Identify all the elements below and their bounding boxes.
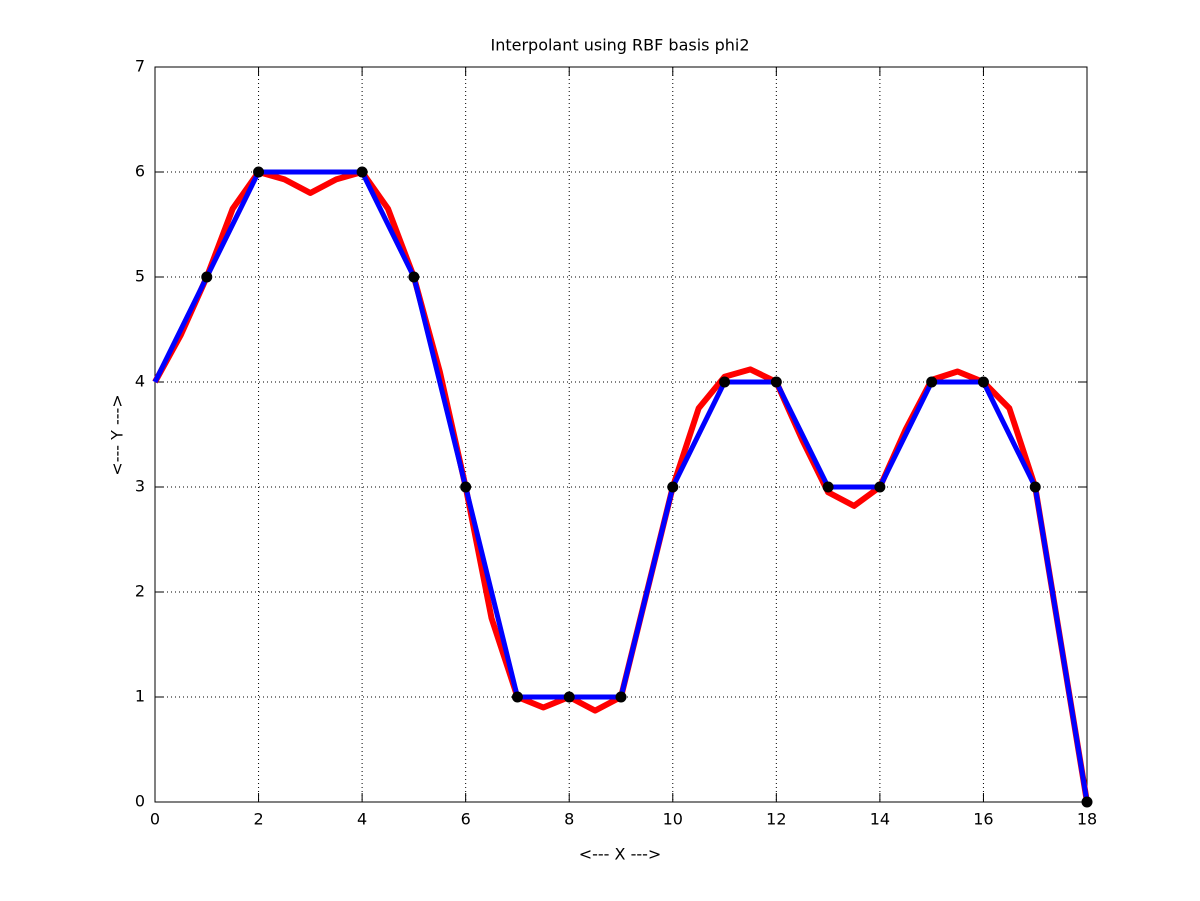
y-tick-label: 4 <box>135 372 145 391</box>
data-point <box>977 376 989 388</box>
x-tick-label: 14 <box>870 810 890 829</box>
data-point <box>1029 481 1041 493</box>
chart-title: Interpolant using RBF basis phi2 <box>490 36 749 55</box>
data-point <box>408 271 420 283</box>
x-axis-label: <--- X ---> <box>579 845 662 864</box>
data-point <box>926 376 938 388</box>
data-point <box>460 481 472 493</box>
x-tick-label: 8 <box>564 810 574 829</box>
data-point <box>770 376 782 388</box>
data-point <box>563 691 575 703</box>
x-tick-label: 16 <box>973 810 993 829</box>
data-point <box>667 481 679 493</box>
x-tick-label: 0 <box>150 810 160 829</box>
y-tick-label: 6 <box>135 162 145 181</box>
data-point <box>1081 796 1093 808</box>
y-tick-label: 0 <box>135 792 145 811</box>
x-tick-label: 2 <box>253 810 263 829</box>
data-point <box>253 166 265 178</box>
data-point <box>356 166 368 178</box>
data-point <box>822 481 834 493</box>
x-tick-label: 12 <box>766 810 786 829</box>
data-point <box>615 691 627 703</box>
y-tick-label: 1 <box>135 687 145 706</box>
plot-frame <box>154 66 1088 803</box>
y-tick-label: 2 <box>135 582 145 601</box>
data-point <box>874 481 886 493</box>
x-tick-label: 6 <box>461 810 471 829</box>
y-tick-label: 5 <box>135 267 145 286</box>
y-tick-label: 3 <box>135 477 145 496</box>
y-tick-label: 7 <box>135 57 145 76</box>
data-point <box>201 271 213 283</box>
data-point <box>511 691 523 703</box>
y-axis-label: <--- Y ---> <box>108 394 127 475</box>
x-tick-label: 4 <box>357 810 367 829</box>
x-tick-label: 18 <box>1077 810 1097 829</box>
data-point <box>719 376 731 388</box>
x-tick-label: 10 <box>663 810 683 829</box>
